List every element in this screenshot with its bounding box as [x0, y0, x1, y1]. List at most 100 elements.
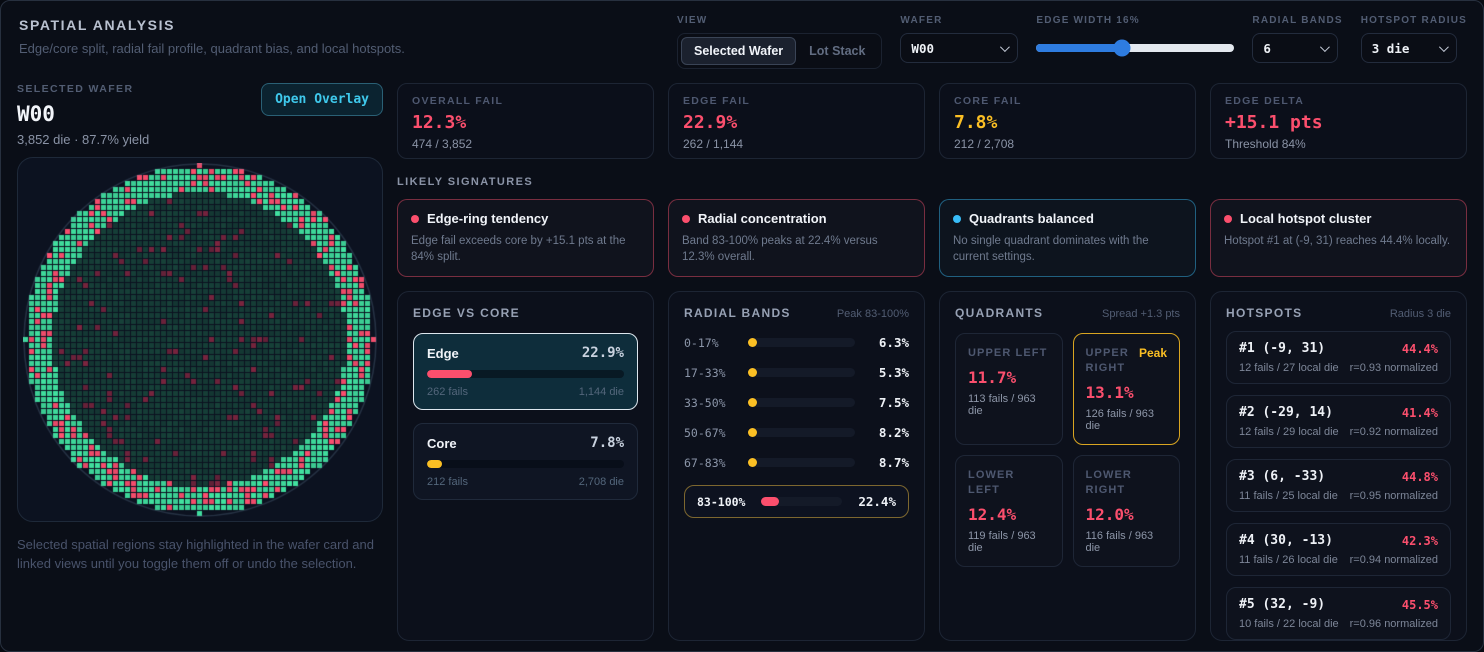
open-overlay-button[interactable]: Open Overlay: [261, 83, 383, 116]
radial-bands-control: RADIAL BANDS 6: [1252, 15, 1342, 63]
hotspot-radius-select[interactable]: 3 die: [1360, 33, 1457, 63]
radial-band-row[interactable]: 0-17% 6.3%: [684, 335, 909, 350]
region-die: 2,708 die: [578, 476, 624, 489]
signature-body: Band 83-100% peaks at 22.4% versus 12.3%…: [682, 235, 878, 264]
quadrant-label: LOWER LEFT: [968, 468, 1015, 496]
slider-thumb[interactable]: [1113, 39, 1131, 57]
edge-width-slider[interactable]: [1036, 33, 1235, 63]
region-pct: 22.9%: [581, 345, 624, 362]
wafer-map-canvas[interactable]: [23, 162, 377, 517]
signature-body: No single quadrant dominates with the cu…: [953, 235, 1149, 264]
hotspot-r: r=0.93 normalized: [1349, 362, 1438, 375]
panel-title: EDGE VS CORE: [413, 306, 520, 321]
signature-cards: Edge-ring tendency Edge fail exceeds cor…: [397, 199, 1467, 278]
panel-title: HOTSPOTS: [1226, 306, 1303, 321]
view-option-lot-stack[interactable]: Lot Stack: [809, 44, 866, 58]
quadrant-value: 13.1%: [1085, 382, 1134, 402]
wafer-meta: 3,852 die · 87.7% yield: [17, 132, 150, 147]
stat-sub: 474 / 3,852: [412, 137, 473, 151]
band-value: 22.4%: [858, 494, 896, 510]
stat-sub: 212 / 2,708: [954, 137, 1015, 151]
band-label: 33-50%: [684, 395, 726, 410]
quadrant-upper-right[interactable]: UPPER RIGHT Peak 13.1% 126 fails / 963 d…: [1072, 333, 1180, 445]
page-header: SPATIAL ANALYSIS Edge/core split, radial…: [19, 17, 405, 56]
panel-title: QUADRANTS: [955, 306, 1044, 321]
wafer-column: SELECTED WAFER W00 3,852 die · 87.7% yie…: [17, 83, 383, 574]
selected-wafer-label: SELECTED WAFER: [17, 83, 134, 95]
stat-value: 12.3%: [412, 112, 467, 133]
stat-overall-fail: OVERALL FAIL 12.3% 474 / 3,852: [397, 83, 654, 159]
signature-title: Radial concentration: [698, 211, 827, 226]
stat-label: EDGE FAIL: [683, 95, 751, 107]
region-name: Edge: [427, 345, 459, 361]
wafer-map-card[interactable]: [17, 157, 383, 522]
signature-body: Hotspot #1 at (-9, 31) reaches 44.4% loc…: [1224, 235, 1451, 247]
hotspot-row-5[interactable]: #5 (32, -9) 45.5% 10 fails / 22 local die…: [1226, 587, 1451, 641]
signature-quadrants-balanced: Quadrants balanced No single quadrant do…: [939, 199, 1196, 278]
wafer-select-value: W00: [911, 40, 934, 56]
band-bar: [748, 458, 855, 468]
signature-body: Edge fail exceeds core by +15.1 pts at t…: [411, 235, 626, 264]
quadrant-lower-right[interactable]: LOWER RIGHT 12.0% 116 fails / 963 die: [1072, 454, 1180, 567]
hotspot-pct: 45.5%: [1401, 597, 1438, 612]
wafer-header: SELECTED WAFER W00 3,852 die · 87.7% yie…: [17, 83, 383, 153]
wafer-select[interactable]: W00: [900, 33, 1019, 63]
band-bar: [748, 338, 855, 348]
view-option-selected-wafer[interactable]: Selected Wafer: [681, 37, 797, 65]
hotspot-r: r=0.95 normalized: [1349, 490, 1438, 503]
stat-edge-delta: EDGE DELTA +15.1 pts Threshold 84%: [1210, 83, 1467, 159]
quadrant-value: 12.4%: [968, 504, 1017, 524]
wafer-footnote: Selected spatial regions stay highlighte…: [17, 537, 374, 571]
edge-width-control: EDGE WIDTH 16%: [1036, 15, 1235, 63]
hotspot-coord: #5 (32, -9): [1239, 597, 1326, 613]
hotspot-detail: 11 fails / 25 local die: [1239, 490, 1338, 503]
slider-fill: [1036, 44, 1122, 52]
band-value: 8.7%: [878, 455, 909, 471]
quadrant-upper-left[interactable]: UPPER LEFT 11.7% 113 fails / 963 die: [955, 333, 1063, 445]
quadrant-label: UPPER RIGHT: [1085, 347, 1129, 375]
radial-band-row[interactable]: 17-33% 5.3%: [684, 365, 909, 380]
edge-width-label: EDGE WIDTH 16%: [1036, 15, 1140, 26]
stat-sub: 262 / 1,144: [683, 137, 744, 151]
chevron-down-icon: [1000, 41, 1011, 52]
quadrant-sub: 113 fails / 963 die: [968, 393, 1036, 418]
hotspot-row-3[interactable]: #3 (6, -33) 44.8% 11 fails / 25 local die…: [1226, 459, 1451, 513]
detail-panels: EDGE VS CORE Edge 22.9% 262 fails 1,144 …: [397, 291, 1467, 642]
status-dot-icon: [411, 214, 419, 223]
stat-label: OVERALL FAIL: [412, 95, 504, 107]
radial-bands-panel: RADIAL BANDS Peak 83-100% 0-17% 6.3% 17-…: [668, 291, 925, 642]
peak-badge: Peak: [1138, 346, 1167, 361]
stat-label: EDGE DELTA: [1225, 95, 1305, 107]
radial-band-peak-row[interactable]: 83-100% 22.4%: [684, 485, 909, 519]
region-name: Core: [427, 435, 457, 451]
stat-edge-fail: EDGE FAIL 22.9% 262 / 1,144: [668, 83, 925, 159]
slider-track: [1036, 39, 1235, 57]
band-label: 17-33%: [684, 365, 726, 380]
view-control: VIEW Selected Wafer Lot Stack: [677, 15, 883, 69]
wafer-label: WAFER: [900, 15, 943, 26]
signature-edge-ring: Edge-ring tendency Edge fail exceeds cor…: [397, 199, 654, 278]
core-row[interactable]: Core 7.8% 212 fails 2,708 die: [413, 423, 638, 501]
signature-title: Local hotspot cluster: [1240, 211, 1372, 226]
panel-meta: Radius 3 die: [1389, 308, 1451, 321]
radial-band-row[interactable]: 33-50% 7.5%: [684, 395, 909, 410]
edge-row[interactable]: Edge 22.9% 262 fails 1,144 die: [413, 333, 638, 411]
hotspot-row-1[interactable]: #1 (-9, 31) 44.4% 12 fails / 27 local die…: [1226, 331, 1451, 385]
hotspot-radius-label: HOTSPOT RADIUS: [1360, 15, 1467, 26]
hotspot-detail: 10 fails / 22 local die: [1239, 618, 1339, 631]
radial-bands-label: RADIAL BANDS: [1252, 15, 1343, 26]
stat-value: 22.9%: [683, 112, 738, 133]
hotspots-panel: HOTSPOTS Radius 3 die #1 (-9, 31) 44.4% 1…: [1210, 291, 1467, 642]
radial-band-row[interactable]: 50-67% 8.2%: [684, 425, 909, 440]
signature-radial-concentration: Radial concentration Band 83-100% peaks …: [668, 199, 925, 278]
quadrant-lower-left[interactable]: LOWER LEFT 12.4% 119 fails / 963 die: [955, 454, 1063, 567]
radial-band-row[interactable]: 67-83% 8.7%: [684, 455, 909, 470]
radial-bands-select[interactable]: 6: [1252, 33, 1339, 63]
hotspot-detail: 12 fails / 27 local die: [1239, 362, 1339, 375]
band-label: 50-67%: [684, 425, 726, 440]
quadrant-sub: 126 fails / 963 die: [1085, 407, 1155, 432]
band-bar: [748, 398, 855, 408]
panel-meta: Peak 83-100%: [836, 308, 909, 321]
hotspot-row-4[interactable]: #4 (30, -13) 42.3% 11 fails / 26 local di…: [1226, 523, 1451, 577]
hotspot-row-2[interactable]: #2 (-29, 14) 41.4% 12 fails / 29 local di…: [1226, 395, 1451, 449]
